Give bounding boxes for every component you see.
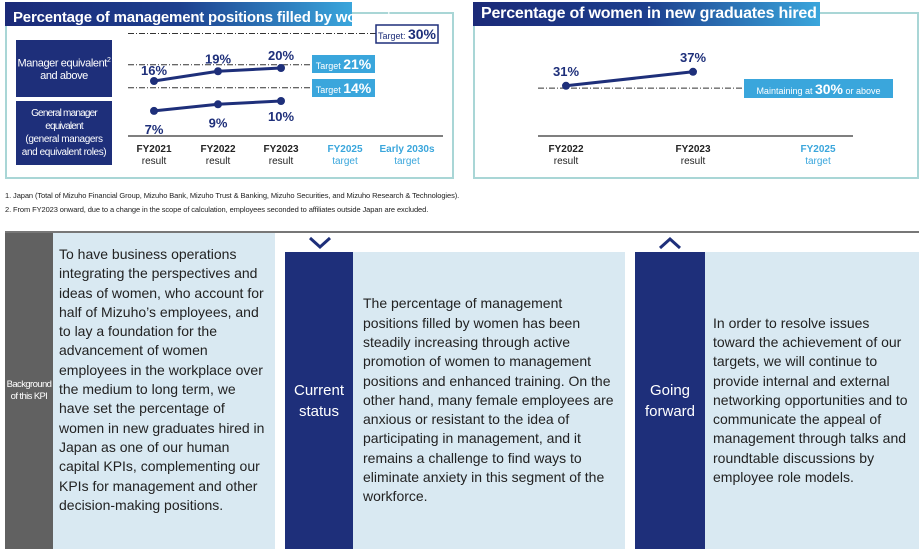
target-30-badge	[375, 24, 439, 44]
data-point	[214, 67, 222, 76]
graduates-chart-title: Percentage of women in new graduates hir…	[473, 2, 820, 26]
data-point	[562, 81, 570, 90]
x-tick-label: FY2025	[800, 144, 835, 155]
target-21-badge-text: Target 21%	[316, 56, 372, 72]
target-14-badge	[312, 79, 375, 97]
target-30-badge-text: Maintaining at 30% or above	[756, 81, 880, 97]
current-status-text: The percentage of management positions f…	[353, 252, 625, 549]
x-tick-label: result	[206, 156, 231, 167]
data-label: 37%	[680, 50, 706, 65]
x-tick-label: result	[142, 156, 167, 167]
x-tick-label: FY2022	[200, 144, 235, 155]
series-line	[565, 70, 694, 88]
x-tick-label: result	[269, 156, 294, 167]
data-label: 10%	[268, 109, 294, 124]
background-label: Background of this KPI	[5, 233, 53, 549]
divider	[5, 231, 919, 233]
chevron-up-icon	[658, 236, 682, 250]
x-tick-label: FY2021	[136, 144, 171, 155]
going-forward-text: In order to resolve issues toward the ac…	[705, 252, 919, 549]
target-30-badge-text: Target: 30%	[378, 26, 437, 42]
x-tick-label: result	[554, 156, 579, 167]
x-tick-label: FY2022	[548, 144, 583, 155]
data-label: 9%	[209, 115, 228, 130]
x-tick-label: result	[681, 156, 706, 167]
manager-series-label: Manager equivalent2 and above	[16, 40, 112, 97]
management-chart-title: Percentage of management positions fille…	[5, 2, 391, 26]
data-point	[150, 77, 158, 85]
x-tick-label: target	[332, 156, 358, 167]
data-point	[277, 97, 285, 105]
x-tick-label: FY2023	[675, 144, 710, 155]
data-label: 7%	[145, 122, 164, 137]
footnote-1: 1. Japan (Total of Mizuho Financial Grou…	[5, 191, 460, 200]
graduates-chart: FY2022resultFY2023resultFY2025targetMain…	[538, 50, 893, 167]
going-forward-label: Going forward	[635, 252, 705, 549]
data-point	[689, 67, 697, 76]
data-point	[214, 100, 222, 109]
current-status-label: Current status	[285, 252, 353, 549]
x-tick-label: FY2025	[327, 144, 362, 155]
target-14-badge-text: Target 14%	[316, 80, 372, 96]
x-tick-label: Early 2030s	[379, 144, 434, 155]
data-point	[150, 106, 158, 115]
data-label: 20%	[268, 48, 294, 63]
footnote-2: 2. From FY2023 onward, due to a change i…	[5, 205, 429, 214]
x-tick-label: target	[394, 156, 420, 167]
chevron-down-icon	[308, 236, 332, 250]
management-chart: FY2021resultFY2022resultFY2023resultFY20…	[128, 24, 443, 167]
data-label: 16%	[141, 63, 167, 78]
data-point	[277, 64, 285, 72]
target-30-badge	[744, 79, 893, 98]
background-text: To have business operations integrating …	[53, 233, 275, 549]
data-label: 19%	[205, 51, 231, 66]
target-21-badge	[312, 55, 375, 73]
x-tick-label: FY2023	[263, 144, 298, 155]
general-manager-series-label: General manager equivalent (general mana…	[16, 101, 112, 165]
data-label: 31%	[553, 64, 579, 79]
x-tick-label: target	[805, 156, 831, 167]
